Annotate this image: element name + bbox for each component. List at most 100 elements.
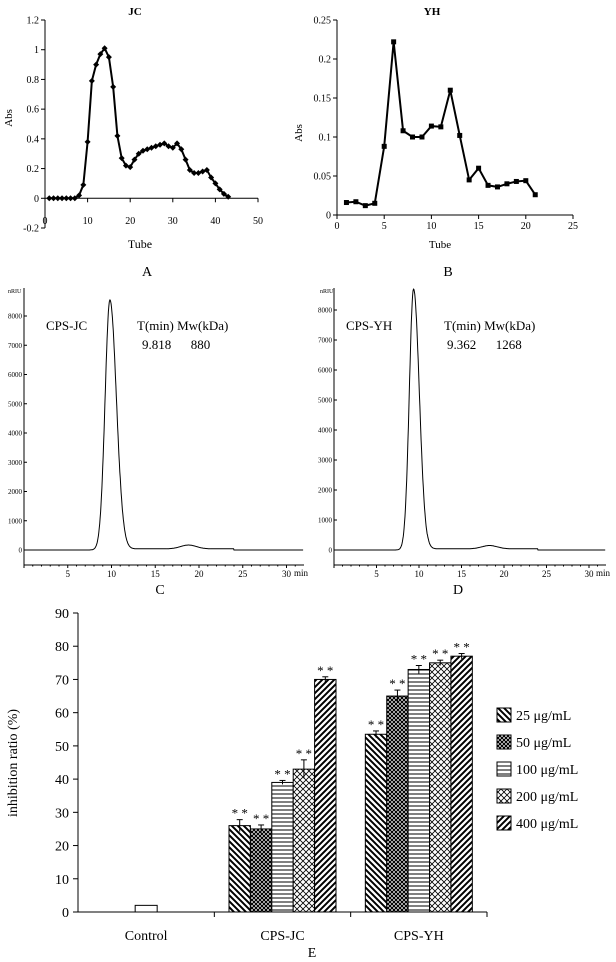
legend-swatch: [496, 761, 512, 777]
sample-label-c: CPS-JC: [46, 318, 87, 333]
data-point: [513, 178, 519, 184]
y-tick-label: 60: [55, 707, 69, 722]
y-tick-label: 0.4: [27, 134, 40, 145]
data-point: [88, 77, 95, 84]
data-point: [372, 200, 378, 206]
data-point: [220, 190, 227, 197]
y-tick-label: 0.8: [27, 75, 40, 86]
data-point: [191, 170, 198, 177]
data-point: [504, 181, 510, 187]
chromatogram-trace: [334, 288, 606, 551]
x-tick-label: 30: [168, 216, 178, 227]
inhibition-bar-chart: inhibition ratio (%) 0 10 20 30 40 50 60 70 80 90…: [6, 607, 578, 961]
legend-swatch: [496, 788, 512, 804]
data-point: [127, 164, 134, 171]
bar-cps-yh-1: [386, 695, 409, 913]
x-tick-label: 15: [457, 569, 467, 579]
chromatogram-trace: [24, 299, 304, 551]
y-tick-label: 4000: [8, 430, 23, 438]
significance-mark: * *: [274, 766, 290, 781]
significance-mark: * *: [296, 746, 312, 761]
y-tick-label: 0: [326, 211, 331, 222]
bar-cps-jc-1: [249, 828, 273, 913]
bar-cps-jc-4: [314, 678, 337, 913]
x-tick-label: 15: [474, 221, 484, 232]
sample-label-d: CPS-YH: [346, 318, 392, 333]
y-tick-label: 0: [329, 547, 333, 555]
chromatogram-cps-jc: nRIU CPS-JC T(min) Mw(kDa) 9.818 880 min…: [8, 288, 309, 598]
bar-control: [134, 904, 158, 913]
series-line: [49, 46, 229, 200]
significance-mark: * *: [317, 663, 333, 678]
y-tick-label: -0.2: [23, 224, 39, 235]
data-point: [400, 128, 406, 134]
data-point: [353, 199, 359, 205]
bar-cps-yh-0: [364, 733, 388, 913]
data-point: [71, 195, 78, 202]
bar-cps-jc-3: [292, 768, 316, 913]
x-tick-label: 10: [415, 569, 425, 579]
data-point: [362, 203, 368, 209]
x-tick-label: 10: [83, 216, 93, 227]
y-tick-label: 90: [55, 607, 69, 622]
bar-cps-yh-2: [407, 668, 431, 913]
chromatogram-cps-yh: nRIU CPS-YH T(min) Mw(kDa) 9.362 1268 mi…: [318, 288, 611, 598]
data-point: [50, 195, 57, 202]
y-tick-label: 80: [55, 640, 69, 655]
legend-swatch: [496, 707, 512, 723]
data-point: [494, 184, 500, 190]
x-tick-label: 10: [426, 221, 436, 232]
data-point: [523, 178, 529, 184]
x-axis-label-yh: Tube: [429, 239, 451, 251]
y-tick-label: 20: [55, 840, 69, 855]
data-point: [174, 140, 181, 147]
data-point: [76, 192, 83, 199]
data-point: [212, 180, 219, 187]
data-point: [391, 39, 397, 45]
x-tick-label: 30: [282, 569, 292, 579]
y-tick-label: 1.2: [27, 16, 40, 27]
y-tick-label: 1: [34, 45, 39, 56]
y-tick-label: 7000: [8, 342, 23, 350]
mw-table-header-d: T(min) Mw(kDa): [444, 318, 535, 333]
x-tick-label: 40: [210, 216, 220, 227]
x-tick-label: 25: [542, 569, 552, 579]
y-tick-label: 6000: [8, 371, 23, 379]
x-category-label: CPS-JC: [260, 929, 304, 944]
data-point: [131, 156, 138, 163]
x-tick-label: 20: [521, 221, 531, 232]
data-point: [182, 156, 189, 163]
data-point: [410, 134, 416, 140]
data-point: [208, 174, 215, 181]
y-tick-label: 2000: [318, 487, 333, 495]
significance-mark: * *: [368, 717, 384, 732]
data-point: [97, 51, 104, 58]
mw-table-header-c: T(min) Mw(kDa): [137, 318, 228, 333]
y-tick-label: 0.1: [319, 133, 332, 144]
data-point: [203, 167, 210, 174]
y-tick-label: 0: [34, 194, 39, 205]
chart-title-jc: JC: [128, 6, 142, 18]
y-tick-label: 7000: [318, 337, 333, 345]
elution-chart-yh: YH Abs Tube 0 0.05 0.1 0.15 0.2 0.25 0 5 10 15 20 2…: [293, 6, 578, 280]
data-point: [161, 140, 168, 147]
x-tick-label: 5: [374, 569, 379, 579]
y-tick-label: 2000: [8, 488, 23, 496]
data-point: [135, 150, 142, 157]
y-tick-label: 5000: [8, 400, 23, 408]
legend-swatch: [496, 815, 512, 831]
bar-cps-yh-4: [450, 655, 473, 913]
panel-label-a: A: [142, 265, 153, 280]
x-tick-label: 20: [195, 569, 205, 579]
data-point: [186, 167, 193, 174]
y-tick-label: 0.25: [314, 16, 332, 27]
x-tick-label: 20: [125, 216, 135, 227]
data-point: [54, 195, 61, 202]
data-point: [105, 54, 112, 61]
y-tick-label: 0.15: [314, 94, 332, 105]
legend-label: 100 μg/mL: [516, 763, 578, 778]
x-tick-label: 5: [66, 569, 71, 579]
significance-mark: * *: [232, 806, 248, 821]
y-tick-label: 0.2: [319, 55, 332, 66]
significance-mark: * *: [432, 646, 448, 661]
